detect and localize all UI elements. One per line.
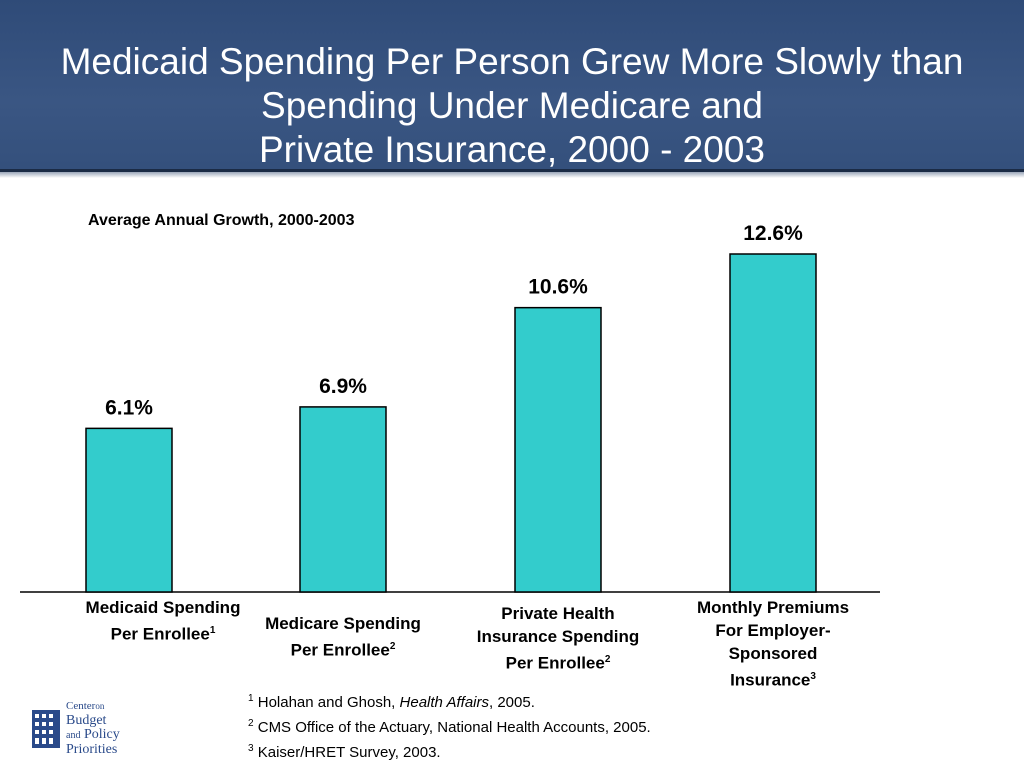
cbpp-logo: Centeron Budget and Policy Priorities: [32, 696, 142, 757]
bar-2: [299, 406, 387, 593]
bar-3: [514, 306, 602, 593]
footnotes: 1 Holahan and Ghosh, Health Affairs, 200…: [248, 688, 651, 763]
bar-value-label-2: 6.9%: [319, 375, 367, 398]
bar-1: [85, 427, 173, 593]
category-label-1: Medicaid Spending Per Enrollee1: [85, 598, 241, 644]
bar-value-label-3: 10.6%: [528, 276, 588, 299]
footnote-3: 3 Kaiser/HRET Survey, 2003.: [248, 743, 441, 761]
chart-subtitle: Average Annual Growth, 2000-2003: [88, 212, 355, 229]
category-label-4: Monthly Premiums For Employer- Sponsored In…: [696, 598, 850, 690]
slide-title: Medicaid Spending Per Person Grew More S…: [0, 40, 1024, 172]
category-label-3: Private Health Insurance Spending Per Enro…: [476, 604, 640, 673]
bar-value-label-4: 12.6%: [743, 222, 803, 245]
title-line-3: Private Insurance, 2000 - 2003: [259, 129, 765, 170]
banner-shadow: [0, 172, 1024, 178]
category-label-2: Medicare Spending Per Enrollee2: [265, 614, 421, 660]
title-line-2: Spending Under Medicare and: [261, 85, 763, 126]
title-line-1: Medicaid Spending Per Person Grew More S…: [60, 41, 964, 82]
footnote-2: 2 CMS Office of the Actuary, National He…: [248, 718, 651, 736]
footnote-1: 1 Holahan and Ghosh, Health Affairs, 200…: [248, 693, 535, 711]
logo-building-icon: [32, 710, 60, 748]
logo-text: Centeron Budget and Policy Priorities: [66, 700, 120, 757]
title-banner: [0, 0, 1024, 172]
bar-4: [729, 253, 817, 593]
bar-value-label-1: 6.1%: [105, 396, 153, 419]
